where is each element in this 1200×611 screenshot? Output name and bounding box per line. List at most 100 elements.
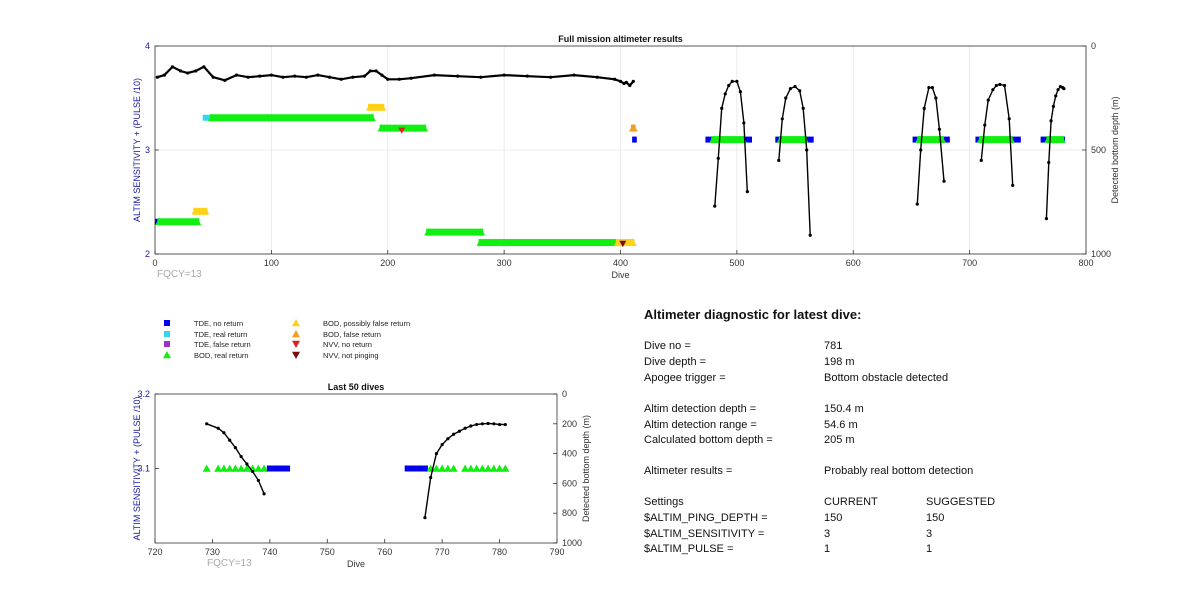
dive-depth-label: Dive depth = — [644, 356, 707, 368]
bottom-depth-point — [745, 190, 749, 194]
x-tick-label: 400 — [613, 258, 628, 268]
detection-range-label: Altim detection range = — [644, 419, 757, 431]
bod-marker-bod_real_return — [449, 464, 458, 472]
bod-marker-bod_real_return — [438, 464, 447, 472]
pulse-row: $ALTIM_PULSE = 1 1 — [644, 543, 1200, 557]
y-tick-label: 2 — [145, 249, 150, 259]
bottom-depth-point — [618, 79, 623, 83]
marker-run-tde_no_return — [155, 218, 159, 225]
bod-marker-run-bod_real_return — [711, 136, 746, 144]
y-right-tick-label: 600 — [562, 478, 577, 488]
detection-depth-value: 150.4 m — [824, 403, 864, 415]
legend-label-bod_possibly_false: BOD, possibly false return — [323, 319, 410, 328]
bottom-depth-point — [1054, 94, 1058, 98]
altimeter-results-row: Altimeter results = Probably real bottom… — [644, 465, 1200, 479]
x-tick-label: 0 — [152, 258, 157, 268]
chart-title: Last 50 dives — [328, 382, 385, 392]
bottom-depth-point — [1002, 83, 1007, 88]
bottom-depth-point — [239, 454, 243, 459]
bottom-depth-point — [801, 106, 805, 110]
bod-marker-bod_real_return — [225, 464, 234, 472]
apogee-trigger-value: Bottom obstacle detected — [824, 372, 949, 384]
bod-marker-bod_real_return — [466, 464, 475, 472]
bottom-depth-point — [991, 88, 995, 92]
bottom-depth-point — [492, 422, 496, 426]
bottom-depth-point — [937, 127, 941, 131]
bod-marker-bod_real_return — [709, 135, 718, 143]
fqcy-annotation: FQCY=13 — [207, 558, 252, 569]
bottom-depth-point — [1011, 183, 1015, 187]
bottom-depth-line — [206, 423, 265, 495]
dive-no-value: 781 — [824, 340, 843, 352]
bottom-depth-point — [986, 98, 990, 102]
legend-label-bod_false_return: BOD, false return — [323, 330, 381, 339]
bod-marker-bod_real_return — [193, 217, 202, 225]
legend-label-tde_false_return: TDE, false return — [194, 340, 251, 349]
bod-marker-bod_real_return — [202, 464, 211, 472]
bod-marker-bod_real_return — [800, 135, 809, 143]
bottom-depth-point — [256, 478, 260, 483]
bod-marker-bod_real_return — [443, 464, 452, 472]
bottom-depth-point — [793, 84, 797, 89]
sensitivity-row: $ALTIM_SENSITIVITY = 3 3 — [644, 528, 1200, 542]
nvv-marker-nvv_not_pinging — [619, 240, 627, 248]
legend-label-bod_real_return: BOD, real return — [194, 351, 249, 360]
bod-marker-bod_real_return — [260, 464, 269, 472]
pulse-label: $ALTIM_PULSE = — [644, 543, 734, 555]
bottom-depth-point — [258, 74, 262, 78]
bod-marker-bod_real_return — [367, 113, 376, 121]
bottom-depth-point — [304, 75, 308, 79]
marker-run-bod_real_return — [476, 238, 637, 247]
x-tick-label: 500 — [729, 258, 744, 268]
marker-run-bod_possibly_false — [191, 207, 210, 215]
detection-range-value: 54.6 m — [824, 419, 858, 431]
y-tick-label: 3.2 — [137, 389, 150, 399]
bod-marker-run-bod_real_return — [1046, 136, 1064, 144]
bod-marker-bod_real_return — [484, 464, 493, 472]
bod-marker-run-bod_possibly_false — [193, 207, 208, 215]
bottom-depth-point — [727, 83, 731, 88]
bod-marker-bod_real_return — [478, 464, 487, 472]
bod-marker-bod_real_return — [477, 228, 486, 236]
x-tick-label: 200 — [380, 258, 395, 268]
bottom-depth-point — [293, 74, 297, 78]
legend-label-nvv_not_pinging: NVV, not pinging — [323, 351, 379, 360]
detection-range-row: Altim detection range = 54.6 m — [644, 419, 1200, 433]
bottom-depth-point — [915, 202, 919, 206]
marker-run-bod_real_return — [155, 217, 202, 226]
bottom-depth-point — [742, 121, 746, 125]
tde-marker-tde_no_return — [278, 465, 285, 472]
bottom-depth-point — [162, 73, 166, 77]
x-tick-label: 300 — [497, 258, 512, 268]
bod-marker-bod_possibly_false — [613, 238, 622, 246]
bottom-depth-point — [281, 75, 285, 79]
sensitivity-current: 3 — [824, 528, 831, 540]
altimeter-results-label: Altimeter results = — [644, 465, 733, 477]
bottom-depth-point — [497, 422, 502, 427]
detection-depth-row: Altim detection depth = 150.4 m — [644, 403, 1200, 417]
bottom-depth-point — [233, 446, 237, 450]
dive-no-row: Dive no = 781 — [644, 340, 1200, 354]
legend-marker-bod_false_return — [292, 330, 300, 338]
bod-marker-bod_real_return — [242, 464, 251, 472]
dive-depth-value: 198 m — [824, 356, 855, 368]
apogee-trigger-row: Apogee trigger = Bottom obstacle detecte… — [644, 372, 1200, 386]
tde-marker-tde_no_return — [284, 465, 291, 472]
x-tick-label: 700 — [962, 258, 977, 268]
bottom-depth-point — [429, 475, 433, 480]
bod-marker-bod_possibly_false — [365, 103, 374, 111]
bottom-depth-point — [805, 148, 809, 152]
bod-marker-run-bod_real_return — [426, 228, 484, 236]
bottom-depth-point — [234, 73, 239, 77]
bod-marker-bod_real_return — [432, 464, 441, 472]
marker-run-bod_false_return — [628, 124, 638, 132]
bottom-depth-point — [784, 96, 788, 100]
bottom-depth-point — [808, 233, 812, 237]
bottom-depth-point — [927, 86, 931, 90]
bod-marker-bod_real_return — [237, 464, 246, 472]
bottom-depth-point — [211, 75, 215, 79]
bottom-depth-point — [723, 92, 727, 96]
bottom-depth-point — [434, 452, 438, 456]
bottom-depth-point — [216, 426, 220, 430]
bod-marker-bod_real_return — [472, 464, 481, 472]
